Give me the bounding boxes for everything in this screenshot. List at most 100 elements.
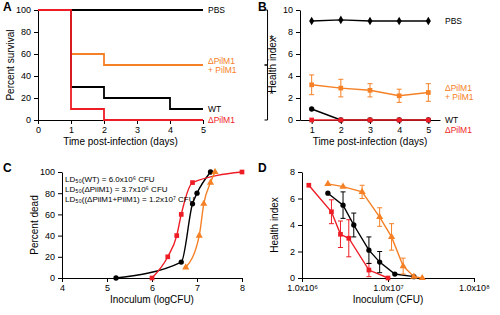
y-tick: 100 [16,5,38,15]
legend-label: WT [208,104,221,114]
y-tick-mark [298,252,302,253]
x-tick-label: 3 [368,125,373,135]
y-tick-mark [296,54,300,55]
data-point [196,231,203,237]
y-axis: 020406080100 [40,167,63,283]
y-tick: 2 [290,247,302,257]
y-tick: 2 [288,93,300,103]
data-point [340,202,345,207]
panel: 012345020406080100Time post-infection (d… [5,5,275,147]
data-point [190,180,195,185]
data-point [240,170,245,175]
y-tick-mark [34,98,38,99]
y-tick-mark [34,54,38,55]
y-tick: 6 [290,194,302,204]
data-point [309,106,314,111]
y-tick: 4 [290,220,302,230]
y-tick-mark [298,278,302,279]
series-line [328,193,414,276]
y-tick-label: 40 [45,231,55,241]
x-tick-label: 7 [195,283,200,293]
y-tick-mark [58,257,62,258]
data-point [426,118,431,123]
x-tick-label: 6 [150,283,155,293]
y-axis-title: Percent dead [29,195,40,255]
data-point [309,82,314,87]
y-axis: 02468 [290,167,303,283]
y-tick-label: 4 [290,220,295,230]
data-point [194,191,199,196]
y-tick: 20 [21,93,38,103]
x-tick-label: 4 [168,125,173,135]
y-tick: 8 [288,27,300,37]
data-point [165,254,170,259]
y-tick: 0 [288,115,300,125]
x-tick: 7 [195,278,200,293]
y-tick: 100 [40,167,62,177]
y-axis-title: Health index [269,197,280,253]
x-tick: 5 [105,278,110,293]
y-axis: 0246810 [283,5,301,125]
x-axis-title: Inoculum (CFU) [353,294,424,305]
y-tick-mark [296,32,300,33]
error-bar [351,213,356,237]
legend-label: ΔPilM1 [208,115,235,125]
data-point [368,88,373,93]
y-tick-label: 100 [40,167,55,177]
data-point [359,188,366,194]
y-axis-line [302,173,303,279]
y-tick-label: 4 [288,71,293,81]
y-tick-label: 20 [45,252,55,262]
x-tick: 3 [135,120,140,135]
x-tick: 8 [240,278,245,293]
y-axis-title: Percent survival [5,29,16,100]
y-tick-mark [58,214,62,215]
data-point [338,117,343,122]
data-point [410,273,417,279]
y-tick-mark [298,225,302,226]
data-point [309,118,314,123]
error-bar [309,75,314,95]
y-tick: 40 [45,231,62,241]
error-bar [338,221,343,248]
plot-area [38,10,203,120]
data-point [397,17,402,26]
series-line [38,10,203,120]
y-tick-label: 6 [290,194,295,204]
x-tick-mark [38,120,39,124]
x-tick-mark [302,278,303,282]
data-point [324,180,331,186]
y-tick-label: 6 [288,49,293,59]
error-bar [338,79,343,97]
data-point [179,259,184,264]
data-point [392,271,397,276]
data-point [346,236,351,241]
data-point [367,17,372,26]
legend-label: WT [445,115,458,125]
series-line [309,185,388,278]
y-tick-label: 2 [290,247,295,257]
annotation: LD₅₀((ΔPilM1+PilM1) = 1.2x10⁷ CFU [65,195,195,204]
x-tick: 1 [69,120,74,135]
error-bar [329,200,334,224]
error-bar [377,252,382,273]
error-bar [346,220,351,257]
y-tick-mark [58,236,62,237]
y-tick-label: 0 [50,273,55,283]
x-tick-label: 1 [310,125,315,135]
y-tick: 0 [50,273,62,283]
data-point [386,276,391,281]
y-tick-mark [58,172,62,173]
x-axis-title: Time post-infection (days) [313,136,428,147]
y-tick-label: 0 [290,273,295,283]
legend: PBSΔPilM1+ PilM1WTΔPilM1 [208,5,237,125]
x-tick-label: 5 [201,125,206,135]
panel-title: C [3,161,12,175]
series-line [328,184,422,278]
chart: A012345020406080100Time post-infection (… [0,0,500,315]
data-point [419,274,426,280]
panel-title: B [258,0,267,14]
data-point [426,117,431,122]
legend-label: PBS [208,5,225,15]
x-tick-mark [474,278,475,282]
